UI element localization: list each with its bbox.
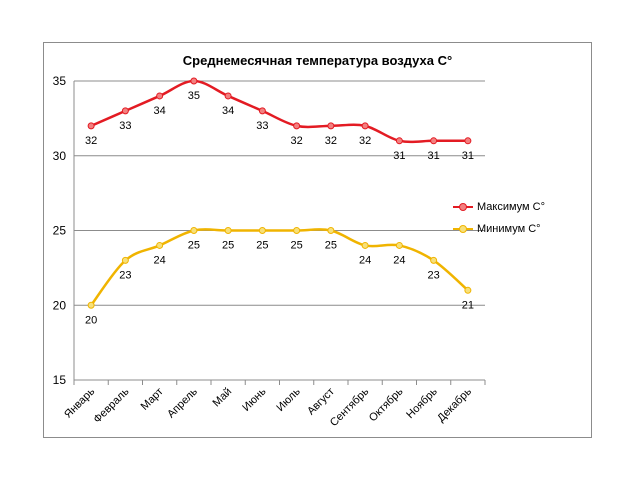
data-point — [293, 122, 301, 130]
data-label: 34 — [222, 105, 234, 117]
data-point — [293, 227, 301, 234]
data-label: 24 — [359, 254, 371, 266]
y-tick-label: 15 — [53, 373, 67, 387]
data-label: 32 — [359, 135, 371, 147]
data-label: 23 — [428, 269, 440, 281]
x-tick-label: Апрель — [165, 385, 200, 420]
data-point — [361, 241, 369, 249]
data-label: 25 — [188, 240, 200, 252]
data-label: 34 — [154, 105, 166, 117]
y-tick-label: 25 — [53, 224, 67, 238]
legend-label-max: Максимум C° — [477, 201, 546, 213]
x-tick-label: Март — [139, 386, 166, 413]
x-tick-label: Июнь — [240, 385, 268, 413]
data-point — [190, 227, 198, 234]
data-label: 35 — [188, 90, 200, 102]
data-label: 31 — [393, 150, 405, 162]
data-label: 32 — [85, 135, 97, 147]
data-point — [87, 301, 95, 309]
data-label: 32 — [291, 135, 303, 147]
data-label: 33 — [256, 120, 268, 132]
legend-label-min: Минимум C° — [477, 223, 541, 235]
legend-swatch-min — [453, 223, 473, 235]
data-label: 32 — [325, 135, 337, 147]
data-point — [121, 107, 129, 115]
data-point — [361, 122, 369, 130]
x-tick-label: Октябрь — [367, 385, 406, 424]
data-point — [258, 107, 266, 115]
x-tick-label: Август — [305, 386, 337, 418]
y-tick-label: 30 — [53, 149, 67, 163]
data-point — [87, 122, 95, 130]
data-point — [395, 241, 403, 249]
data-point — [258, 227, 266, 234]
data-label: 25 — [291, 240, 303, 252]
data-point — [156, 92, 164, 100]
data-label: 20 — [85, 314, 97, 326]
data-label: 25 — [325, 240, 337, 252]
data-point — [430, 256, 438, 264]
data-point — [395, 137, 403, 145]
y-tick-label: 20 — [53, 298, 67, 312]
data-label: 21 — [462, 299, 474, 311]
y-tick-label: 35 — [53, 74, 67, 88]
chart-title: Среднемесячная температура воздуха C° — [182, 53, 453, 68]
data-label: 31 — [462, 150, 474, 162]
legend-swatch-max — [453, 201, 473, 213]
data-point — [121, 256, 129, 264]
x-tick-label: Май — [211, 386, 235, 410]
data-label: 33 — [119, 120, 131, 132]
x-tick-label: Июль — [274, 385, 303, 414]
data-label: 25 — [256, 240, 268, 252]
legend-item-min: Минимум C° — [453, 218, 545, 240]
data-point — [327, 122, 335, 130]
data-label: 24 — [393, 254, 405, 266]
data-point — [190, 77, 198, 85]
x-tick-label: Декабрь — [435, 385, 474, 424]
series-line — [90, 79, 468, 144]
data-label: 31 — [428, 150, 440, 162]
data-label: 25 — [222, 240, 234, 252]
data-label: 24 — [154, 254, 166, 266]
series-line — [90, 228, 469, 307]
data-point — [464, 137, 472, 145]
chart-legend: Максимум C° Минимум C° — [453, 196, 545, 240]
data-point — [327, 227, 335, 234]
data-label: 23 — [119, 269, 131, 281]
legend-item-max: Максимум C° — [453, 196, 545, 218]
data-point — [464, 286, 472, 294]
data-point — [224, 92, 232, 100]
data-point — [224, 227, 232, 234]
data-point — [430, 137, 438, 145]
x-tick-label: Февраль — [91, 385, 131, 425]
data-point — [156, 241, 164, 249]
